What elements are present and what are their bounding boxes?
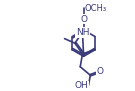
- Text: OH: OH: [74, 81, 88, 90]
- Text: NH: NH: [76, 28, 89, 37]
- Text: OCH₃: OCH₃: [84, 4, 106, 12]
- Text: O: O: [80, 15, 87, 24]
- Text: O: O: [80, 15, 87, 24]
- Text: O: O: [97, 67, 104, 76]
